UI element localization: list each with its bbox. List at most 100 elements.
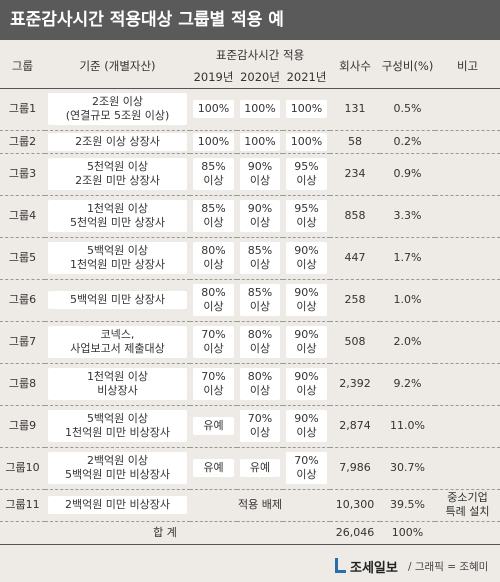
- rate-cell-text: 90% 이상: [286, 326, 328, 358]
- criterion-cell: 코넥스, 사업보고서 제출대상: [45, 321, 190, 363]
- companies-cell: 858: [344, 209, 366, 222]
- rate-cell-text: 100%: [240, 132, 280, 151]
- rate-cell-text: 80% 이상: [240, 326, 280, 358]
- rate-cell: 70% 이상: [283, 447, 330, 489]
- rate-cell: 100%: [190, 88, 237, 130]
- group-cell: 그룹2: [8, 134, 37, 148]
- rate-cell: 85% 이상: [237, 237, 283, 279]
- group-cell: 그룹1: [8, 102, 37, 115]
- ratio-cell: 11.0%: [390, 419, 425, 432]
- criterion-cell: 5천억원 이상 2조원 미만 상장사: [45, 153, 190, 195]
- row: 그룹1 2조원 이상 (연결규모 5조원 이상) 100% 100% 100% 131 0.…: [0, 88, 500, 130]
- ratio-cell: 0.5%: [393, 102, 422, 115]
- ratio-cell: 30.7%: [390, 461, 425, 474]
- group-cell: 그룹6: [8, 293, 37, 306]
- rate-cell-text: 90% 이상: [286, 368, 328, 400]
- note-cell: [435, 237, 500, 279]
- header-cell: 그룹: [0, 44, 45, 89]
- criterion-cell-text: 1천억원 이상 5천억원 미만 상장사: [48, 200, 187, 232]
- ratio-cell: 1.7%: [393, 251, 422, 264]
- rate-cell: 100%: [190, 130, 237, 153]
- companies-cell: 131: [344, 102, 366, 115]
- note-cell: [435, 405, 500, 447]
- rate-cell: 유예: [190, 405, 237, 447]
- header-cell: 2021년: [283, 66, 331, 89]
- rate-cell-text: 90% 이상: [286, 242, 328, 274]
- rate-cell-text: 80% 이상: [193, 284, 234, 316]
- header-cell: 표준감사시간 적용: [215, 48, 305, 62]
- note-cell: [435, 447, 500, 489]
- companies-cell: 7,986: [339, 461, 371, 474]
- header-cell: 2020년: [237, 66, 283, 89]
- note-cell: 중소기업 특례 설치: [445, 491, 490, 518]
- ratio-cell: 3.3%: [393, 209, 422, 222]
- logo: 조세일보: [335, 557, 398, 576]
- rate-cell: 80% 이상: [190, 279, 237, 321]
- criterion-cell-text: 2백억원 미만 비상장사: [48, 496, 187, 514]
- criterion-cell: 5백억원 미만 상장사: [45, 279, 190, 321]
- rate-cell: 80% 이상: [237, 363, 283, 405]
- companies-cell: 258: [344, 293, 366, 306]
- row: 그룹3 5천억원 이상 2조원 미만 상장사 85% 이상 90% 이상 95% 이상 2…: [0, 153, 500, 195]
- rate-cell-text: 100%: [286, 100, 328, 118]
- rate-cell-text: 90% 이상: [240, 200, 280, 232]
- rate-cell: 85% 이상: [190, 153, 237, 195]
- rate-cell-text: 90% 이상: [286, 410, 328, 442]
- criterion-cell: 2백억원 미만 비상장사: [45, 489, 190, 521]
- companies-cell: 447: [344, 251, 366, 264]
- row: 그룹5 5백억원 이상 1천억원 미만 상장사 80% 이상 85% 이상 90% 이상…: [0, 237, 500, 279]
- rate-cell: 100%: [283, 130, 330, 153]
- row: 그룹8 1천억원 이상 비상장사 70% 이상 80% 이상 90% 이상 2,392 9.…: [0, 363, 500, 405]
- rate-cell-text: 100%: [240, 100, 280, 118]
- criterion-cell-text: 코넥스, 사업보고서 제출대상: [48, 326, 187, 358]
- companies-cell: 2,392: [339, 377, 371, 390]
- row: 그룹7 코넥스, 사업보고서 제출대상 70% 이상 80% 이상 90% 이상 508 2…: [0, 321, 500, 363]
- rate-cell-text: 85% 이상: [240, 242, 280, 274]
- rate-cell-text: 유예: [193, 417, 234, 435]
- title: 표준감사시간 적용대상 그룹별 적용 예: [0, 0, 500, 40]
- rate-cell-text: 80% 이상: [193, 242, 234, 274]
- rate-cell: 85% 이상: [237, 279, 283, 321]
- group-cell: 그룹11: [5, 498, 40, 511]
- ratio-cell: 2.0%: [393, 335, 422, 348]
- criterion-cell-text: 1천억원 이상 비상장사: [48, 368, 187, 400]
- rate-cell-text: 유예: [193, 459, 234, 477]
- companies-cell: 508: [344, 335, 366, 348]
- total-row: 합 계 26,046 100%: [0, 521, 500, 544]
- note-cell: [435, 521, 500, 544]
- rate-cell: 95% 이상: [283, 153, 330, 195]
- rate-cell-text: 85% 이상: [193, 158, 234, 190]
- rate-cell: 70% 이상: [237, 405, 283, 447]
- rate-cell: 70% 이상: [190, 363, 237, 405]
- header-cell: 구성비(%): [380, 44, 436, 89]
- rate-cell-text: 90% 이상: [240, 158, 280, 190]
- note-cell: [435, 363, 500, 405]
- criterion-cell: 1천억원 이상 5천억원 미만 상장사: [45, 195, 190, 237]
- rate-cell: 90% 이상: [283, 363, 330, 405]
- total-label: 합 계: [153, 525, 177, 539]
- rate-cell: 85% 이상: [190, 195, 237, 237]
- rate-cell: 90% 이상: [237, 195, 283, 237]
- rate-cell-text: 95% 이상: [286, 200, 328, 232]
- note-cell: [435, 130, 500, 153]
- rate-cell: 90% 이상: [283, 237, 330, 279]
- companies-cell: 2,874: [339, 419, 371, 432]
- rate-cell: 유예: [190, 447, 237, 489]
- criterion-cell-text: 2조원 이상 상장사: [48, 132, 187, 151]
- rate-cell: 80% 이상: [190, 237, 237, 279]
- row: 그룹10 2백억원 이상 5백억원 미만 비상장사 유예 유예 70% 이상 7,986 3…: [0, 447, 500, 489]
- ratio-cell: 0.2%: [393, 134, 422, 148]
- rate-cell-text: 70% 이상: [240, 410, 280, 442]
- rate-cell: 90% 이상: [283, 279, 330, 321]
- rate-cell: 유예: [237, 447, 283, 489]
- criterion-cell: 1천억원 이상 비상장사: [45, 363, 190, 405]
- criterion-cell-text: 2백억원 이상 5백억원 미만 비상장사: [48, 452, 187, 484]
- companies-cell: 10,300: [335, 498, 375, 511]
- ratio-cell: 1.0%: [393, 293, 422, 306]
- rate-cell-text: 70% 이상: [193, 368, 234, 400]
- rate-cell: 90% 이상: [283, 405, 330, 447]
- group-cell: 그룹4: [8, 209, 37, 222]
- ratio-cell: 9.2%: [393, 377, 422, 390]
- rate-cell: 90% 이상: [237, 153, 283, 195]
- table-body: 그룹1 2조원 이상 (연결규모 5조원 이상) 100% 100% 100% 131 0.…: [0, 88, 500, 544]
